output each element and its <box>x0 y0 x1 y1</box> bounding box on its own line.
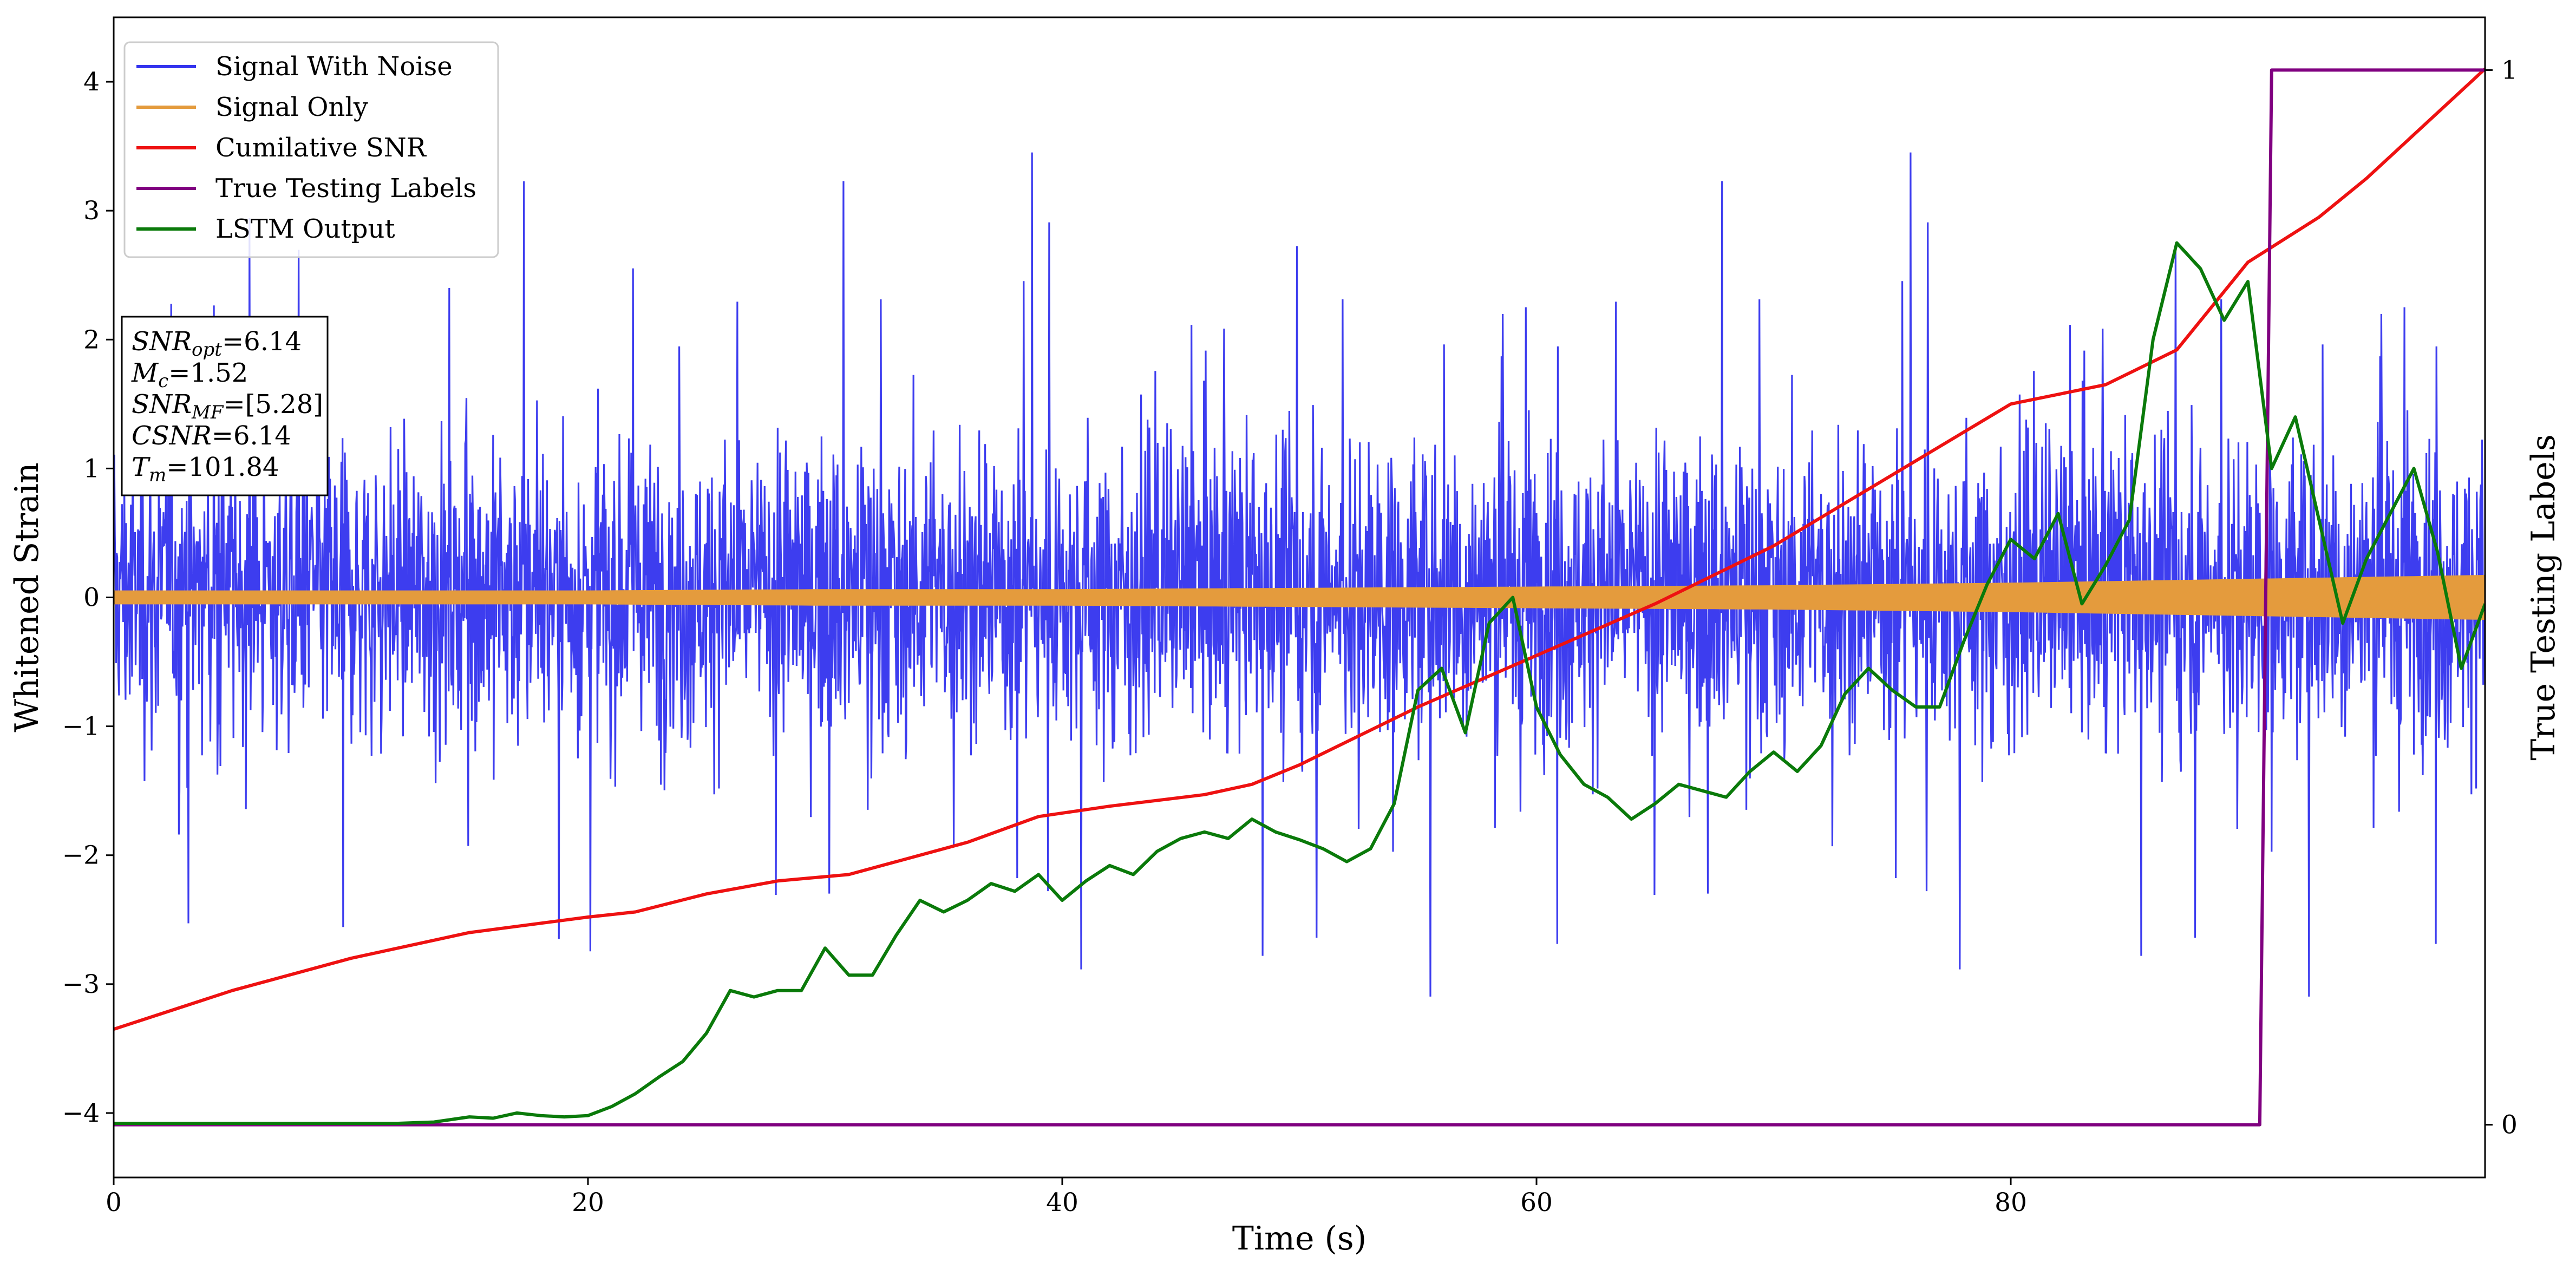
annotation-line: CSNR=6.14 <box>132 421 291 451</box>
legend: Signal With Noise Signal Only Cumilative S… <box>123 41 499 258</box>
y2-axis-label: True Testing Labels <box>2525 434 2562 761</box>
y-tick-label: −2 <box>62 841 100 871</box>
y2-tick-label: 0 <box>2501 1110 2518 1140</box>
annotation-frame <box>121 316 329 496</box>
x-tick-label: 0 <box>106 1188 122 1218</box>
series-signal-only <box>114 574 2485 620</box>
y-tick-label: 4 <box>83 67 100 97</box>
legend-label: Signal With Noise <box>215 51 453 82</box>
y-tick-label: −1 <box>62 712 100 742</box>
y-tick-label: 2 <box>83 325 100 355</box>
x-tick-label: 60 <box>1520 1188 1553 1218</box>
legend-label: LSTM Output <box>215 214 395 244</box>
y-axis-label: Whitened Strain <box>8 462 46 732</box>
annotation-line: Mc=1.52 <box>131 358 248 392</box>
plot-area <box>114 67 2485 1127</box>
legend-label: Cumilative SNR <box>215 133 427 163</box>
series-cumilative-snr <box>114 67 2485 1031</box>
y-tick-label: −4 <box>62 1098 100 1128</box>
y-tick-label: 1 <box>83 454 100 483</box>
series-true-testing-labels <box>114 68 2485 1127</box>
annotation-box: SNRopt=6.14Mc=1.52SNRMF=[5.28]CSNR=6.14T… <box>121 316 329 496</box>
series-signal-with-noise <box>114 152 2485 997</box>
series-lstm-output <box>114 241 2485 1125</box>
y-tick-label: 0 <box>83 583 100 613</box>
x-tick-label: 80 <box>1995 1188 2027 1218</box>
y2-tick-label: 1 <box>2501 55 2518 85</box>
y-tick-label: −3 <box>62 970 100 999</box>
y-tick-label: 3 <box>83 196 100 226</box>
annotation-line: Tm=101.84 <box>132 452 279 486</box>
x-axis-label: Time (s) <box>1232 1220 1367 1258</box>
legend-box <box>123 41 499 258</box>
annotation-line: SNRMF=[5.28] <box>132 389 323 423</box>
annotation-line: SNRopt=6.14 <box>132 326 302 361</box>
x-tick-label: 40 <box>1046 1188 1078 1218</box>
legend-label: Signal Only <box>215 92 368 122</box>
x-tick-label: 20 <box>572 1188 604 1218</box>
legend-label: True Testing Labels <box>215 173 476 204</box>
